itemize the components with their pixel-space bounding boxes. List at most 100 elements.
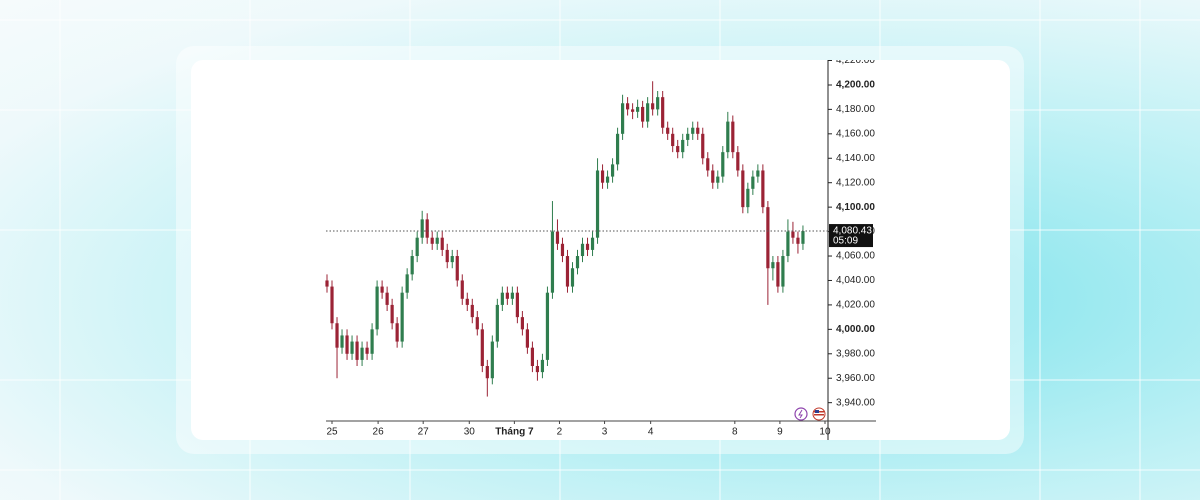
candle-body (435, 237, 439, 244)
x-tick-label: 27 (418, 427, 430, 438)
candle-body (540, 359, 545, 373)
candle-body (355, 341, 359, 360)
candle-body (555, 231, 560, 244)
candle-body (340, 335, 344, 348)
candle-body (425, 219, 429, 238)
candle-body (701, 133, 705, 159)
candle-body (450, 256, 454, 263)
candle-body (666, 127, 670, 134)
x-tick-label: 25 (326, 427, 338, 438)
x-tick-label: 2 (557, 427, 563, 438)
x-tick-label: 30 (464, 427, 476, 438)
candle-body (746, 188, 750, 208)
candle-body (390, 304, 394, 324)
candle-body (455, 256, 459, 281)
y-tick-label: 4,220.00 (836, 60, 875, 66)
candle-body (595, 170, 600, 238)
candle-body (691, 127, 695, 134)
x-tick-label: 10 (819, 427, 831, 438)
candle-body (370, 329, 374, 354)
candle-body (420, 219, 424, 238)
candle-body (535, 366, 540, 373)
candle-body (801, 231, 805, 244)
candle-body (375, 286, 379, 330)
candle-body (440, 237, 444, 250)
candle-body (575, 256, 580, 269)
candle-body (530, 347, 535, 367)
candle-body (781, 256, 785, 287)
candle-body (641, 106, 645, 122)
candle-body (385, 292, 389, 305)
candle-body (400, 292, 404, 342)
candle-body (626, 103, 630, 110)
last-price-tag (829, 224, 873, 248)
candle-body (711, 170, 715, 183)
y-tick-label: 4,140.00 (836, 153, 875, 164)
candle-body (610, 164, 615, 177)
y-tick-label: 4,200.00 (836, 80, 875, 91)
y-tick-label: 4,100.00 (836, 202, 875, 213)
candle-body (570, 268, 575, 287)
candle-body (430, 237, 434, 244)
candle-body (470, 304, 474, 318)
candle-body (716, 176, 720, 183)
candle-body (510, 292, 514, 299)
y-tick-label: 4,160.00 (836, 128, 875, 139)
candle-body (756, 170, 760, 177)
last-price-label: 4,080.43 (833, 226, 872, 237)
candle-body (345, 335, 349, 354)
candle-body (520, 317, 524, 330)
candle-body (545, 292, 550, 360)
candle-body (696, 127, 700, 134)
candle-body (350, 341, 354, 354)
candle-body (485, 366, 489, 379)
x-tick-label: 8 (732, 427, 738, 438)
candle-body (495, 304, 499, 342)
candle-body (751, 176, 755, 189)
x-tick-label: 9 (777, 427, 783, 438)
countdown-label: 05:09 (833, 236, 858, 247)
y-tick-label: 3,940.00 (836, 397, 875, 408)
candle-body (615, 133, 620, 165)
candle-body (475, 317, 479, 330)
candle-body (395, 323, 399, 342)
candle-body (726, 121, 730, 153)
chart-card: 3,940.00 3,960.00 3,980.00 4,000.00 4,020.00… (191, 60, 1010, 440)
candle-body (365, 347, 369, 354)
candle-body (786, 231, 790, 257)
candle-body (791, 231, 795, 238)
candle-body (600, 170, 605, 183)
candle-body (550, 231, 555, 293)
chart: 3,940.00 3,960.00 3,980.00 4,000.00 4,020.00… (325, 60, 876, 440)
candle-body (776, 262, 780, 287)
candle-body (636, 106, 640, 112)
x-tick-label: 26 (373, 427, 385, 438)
candle-body (686, 133, 690, 140)
candle-body (721, 152, 725, 177)
candle-body (656, 97, 660, 110)
y-tick-label: 4,000.00 (836, 324, 875, 335)
candle-body (515, 292, 519, 318)
candle-body (651, 103, 655, 110)
candle-body (736, 152, 740, 171)
candle-body (796, 237, 800, 244)
candle-body (590, 237, 595, 250)
y-tick-label: 4,040.00 (836, 275, 875, 286)
candle-body (460, 280, 464, 299)
candle-body (410, 256, 414, 275)
candle-body (771, 262, 775, 269)
candle-body (565, 256, 570, 287)
candle-body (465, 298, 469, 305)
session-icon (794, 407, 808, 421)
candle-body (761, 170, 765, 208)
y-tick-label: 4,020.00 (836, 300, 875, 311)
candle-body (415, 237, 419, 257)
y-tick-label: 3,980.00 (836, 348, 875, 359)
candle-body (661, 97, 665, 128)
candle-body (360, 347, 364, 360)
candle-body (605, 176, 610, 183)
y-tick-label: 4,180.00 (836, 104, 875, 115)
candle-body (560, 243, 565, 257)
candle-body (500, 292, 504, 305)
flag-icon (812, 407, 826, 421)
